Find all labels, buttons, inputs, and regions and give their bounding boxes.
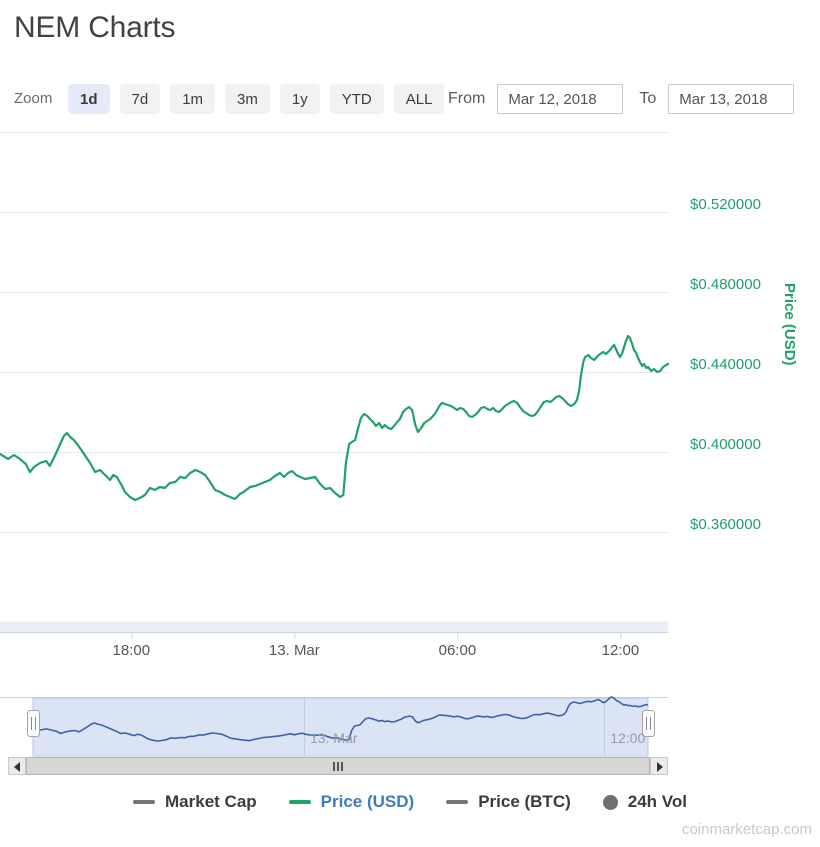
legend-circle-marker-icon: [602, 794, 618, 810]
from-date-input[interactable]: [497, 84, 624, 114]
navigator-left-handle[interactable]: [26, 710, 40, 737]
legend-item-24h-vol[interactable]: 24h Vol: [602, 792, 687, 812]
x-axis-label: 06:00: [438, 642, 477, 659]
to-date-input[interactable]: [668, 84, 795, 114]
navigator-axis-label: 13. Mar: [310, 730, 358, 746]
zoom-button-1y[interactable]: 1y: [279, 84, 320, 114]
legend-item-price-usd[interactable]: Price (USD): [288, 792, 415, 812]
legend-dash-marker-icon: [446, 800, 469, 804]
legend-item-label: 24h Vol: [627, 792, 687, 811]
to-label: To: [639, 90, 657, 107]
y-axis-label: $0.400000: [690, 436, 761, 453]
navigator-right-handle[interactable]: [641, 710, 655, 737]
legend-item-label: Market Cap: [165, 792, 257, 811]
legend-item-market-cap[interactable]: Market Cap: [133, 792, 257, 812]
x-axis-label: 12:00: [601, 642, 640, 659]
y-axis-label: $0.480000: [690, 276, 761, 293]
navigator-axis-label: 12:00: [610, 730, 646, 746]
y-axis-label: $0.360000: [690, 516, 761, 533]
from-label: From: [448, 90, 486, 107]
y-axis-label: $0.440000: [690, 356, 761, 373]
zoom-label: Zoom: [14, 90, 53, 107]
scrollbar-grip-icon: [333, 761, 335, 771]
date-range-controls: From To: [448, 84, 795, 114]
left-triangle-icon: [14, 762, 20, 772]
price-usd-line: [0, 334, 670, 502]
scrollbar-left-arrow[interactable]: [8, 757, 26, 775]
page-title: NEM Charts: [14, 11, 176, 44]
zoom-button-ytd[interactable]: YTD: [329, 84, 384, 114]
zoom-range-buttons: 1d 7d 1m 3m 1y YTD ALL: [68, 84, 445, 114]
legend-item-label: Price (BTC): [478, 792, 571, 811]
scrollbar-right-arrow[interactable]: [650, 757, 668, 775]
right-triangle-icon: [657, 762, 663, 772]
scrollbar-grip-icon: [337, 761, 339, 771]
plot-area[interactable]: [0, 131, 668, 633]
scrollbar-grip-icon: [341, 761, 343, 771]
legend-item-label: Price (USD): [320, 792, 415, 811]
volume-bars: [0, 621, 668, 632]
navigator-line: [32, 696, 649, 742]
navigator-selected-range[interactable]: [32, 697, 649, 757]
chart-toolbar: Zoom 1d 7d 1m 3m 1y YTD ALL From To: [0, 84, 820, 114]
scrollbar-thumb[interactable]: [26, 757, 650, 775]
zoom-button-1d[interactable]: 1d: [68, 84, 110, 114]
zoom-button-all[interactable]: ALL: [393, 84, 445, 114]
x-axis-label: 13. Mar: [268, 642, 320, 659]
zoom-button-7d[interactable]: 7d: [119, 84, 161, 114]
legend-dash-marker-icon: [288, 800, 311, 804]
zoom-button-3m[interactable]: 3m: [225, 84, 270, 114]
watermark: coinmarketcap.com: [681, 821, 812, 838]
x-axis-label: 18:00: [112, 642, 151, 659]
y-axis-label: $0.520000: [690, 196, 761, 213]
handle-grip-icon: [645, 717, 651, 730]
handle-grip-icon: [30, 717, 36, 730]
legend-dash-marker-icon: [133, 800, 156, 804]
chart-legend: Market Cap Price (USD) Price (BTC) 24h Vol: [0, 792, 820, 812]
legend-item-price-btc[interactable]: Price (BTC): [446, 792, 571, 812]
zoom-button-1m[interactable]: 1m: [170, 84, 216, 114]
y-axis-title: Price (USD): [781, 283, 798, 366]
